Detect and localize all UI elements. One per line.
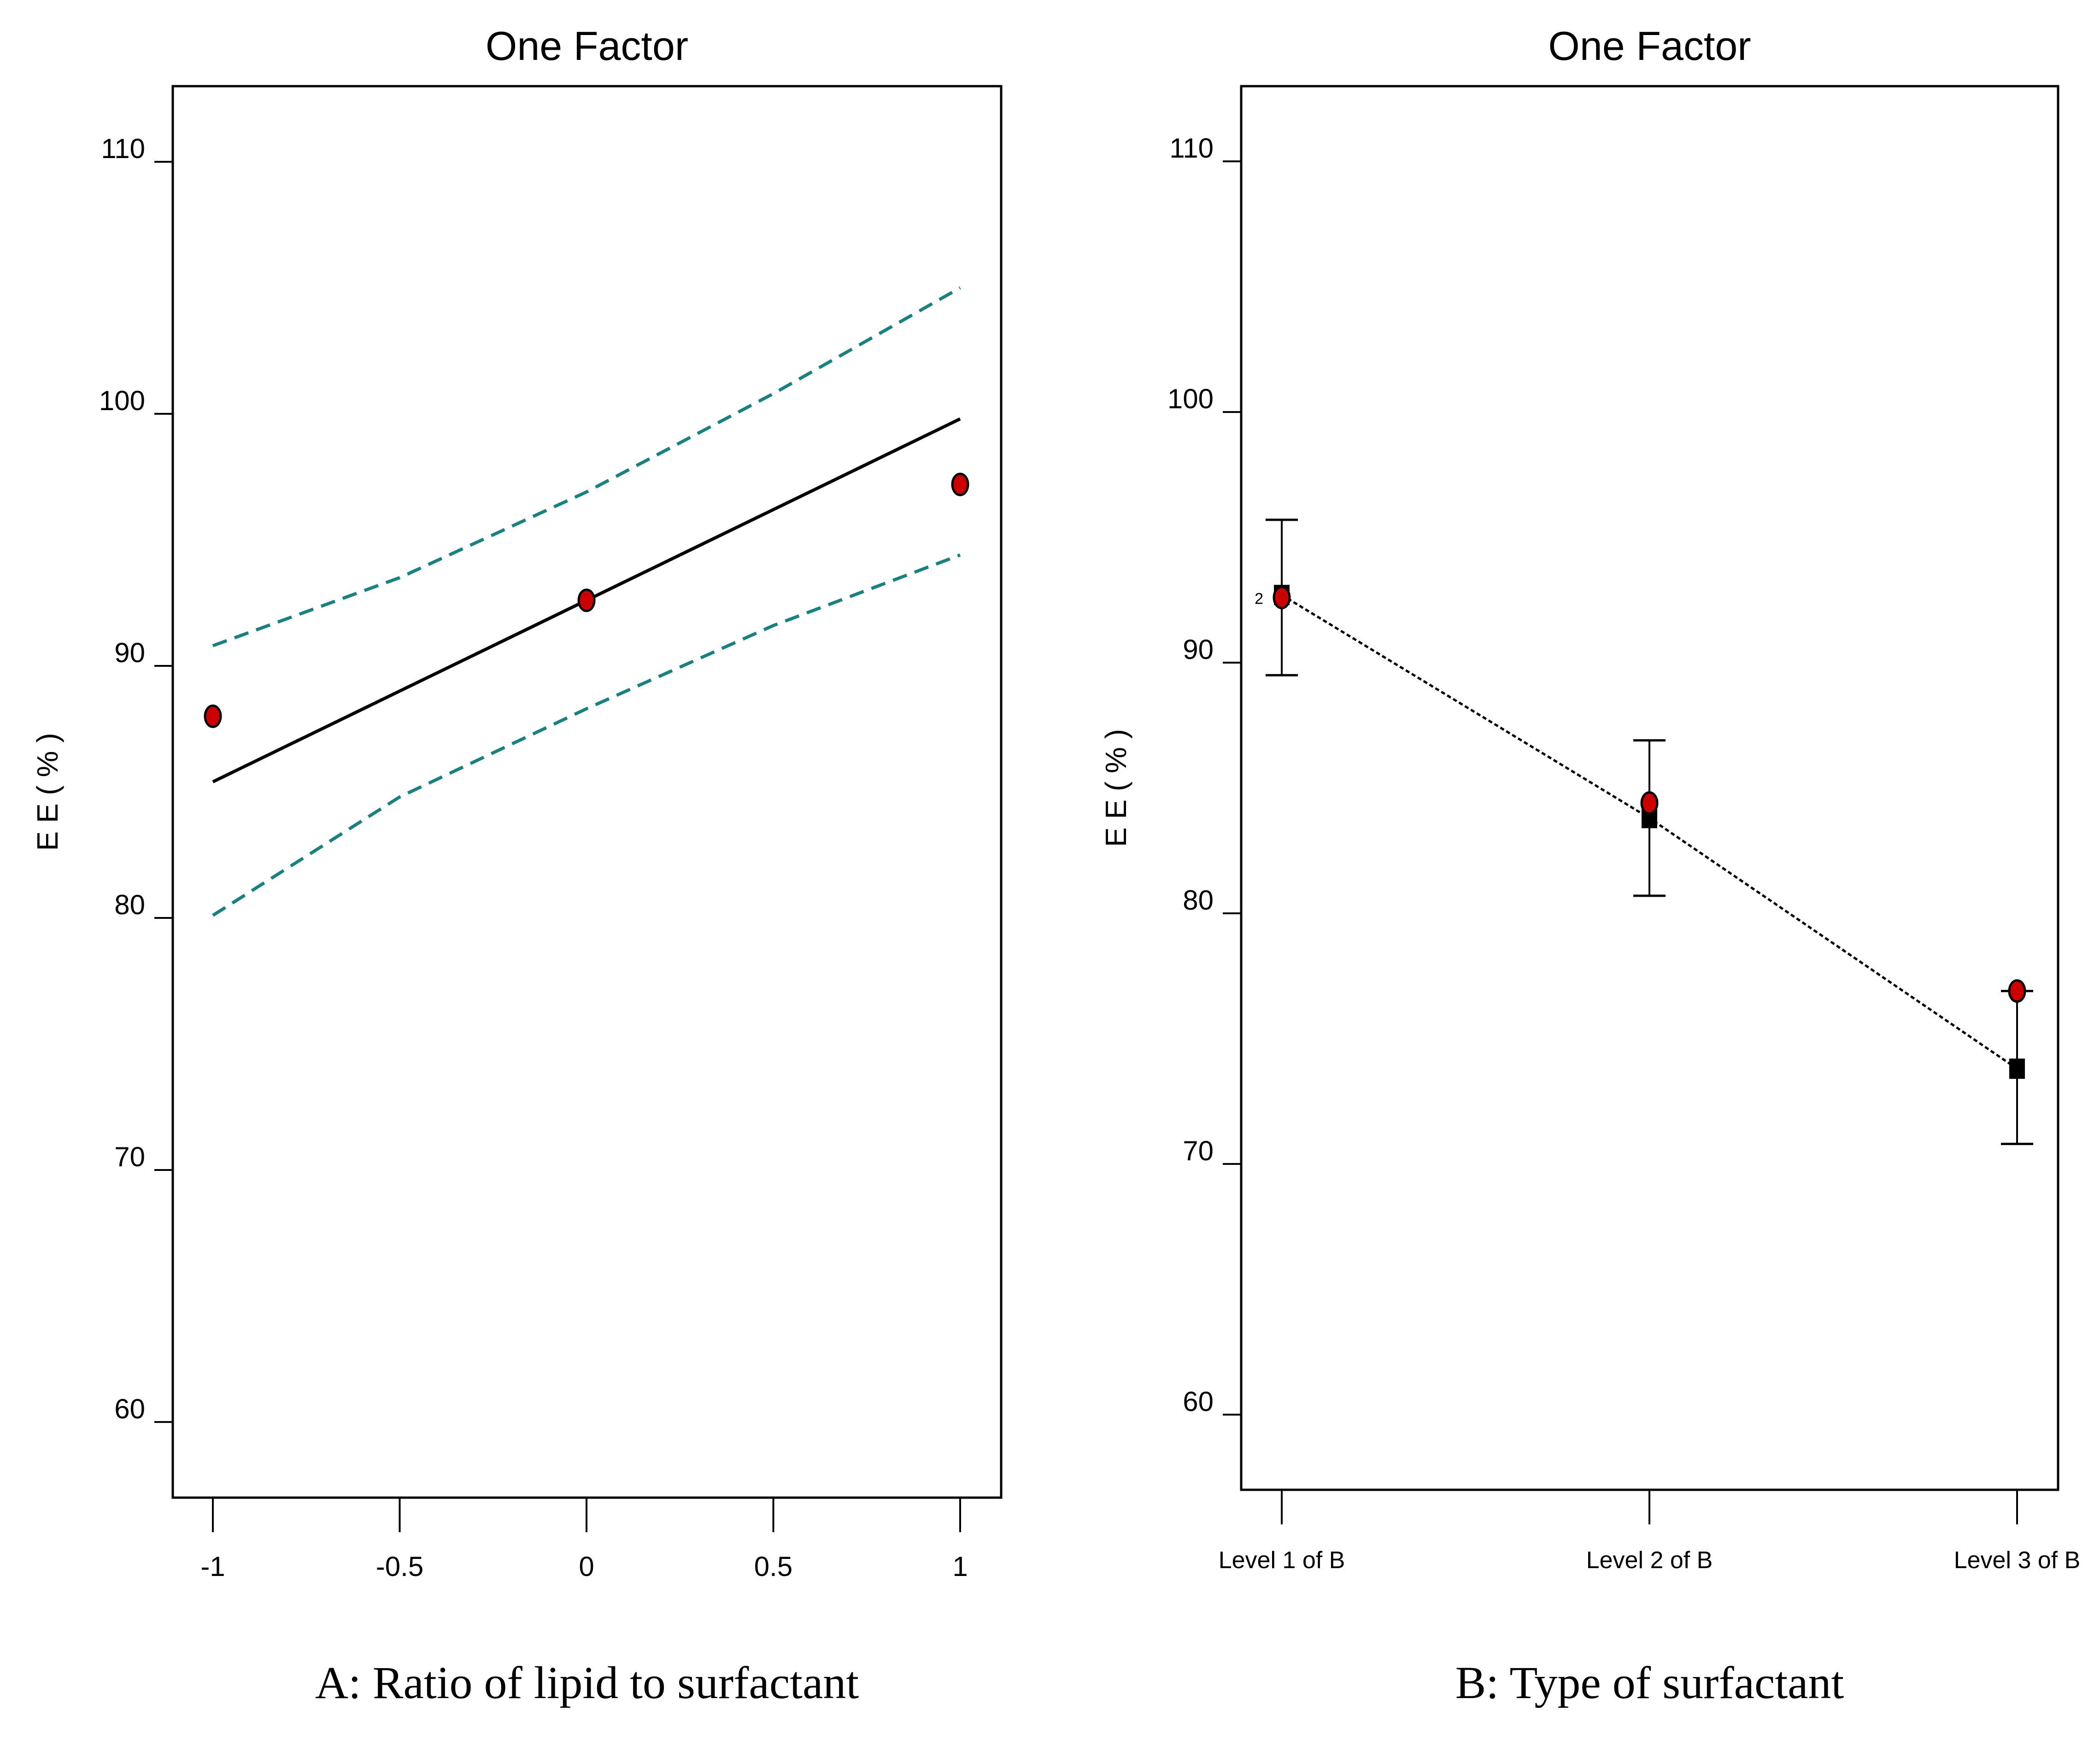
- x-tick-label: 1: [952, 1551, 968, 1582]
- x-category-label: Level 2 of B: [1586, 1547, 1713, 1574]
- y-tick-label: 70: [1183, 1135, 1214, 1166]
- x-category-label: Level 1 of B: [1219, 1547, 1345, 1574]
- chart-title: One Factor: [1548, 23, 1751, 69]
- series-line-2: [212, 553, 961, 917]
- plot-frame: [171, 85, 1003, 1499]
- point-annotation: 2: [1255, 590, 1263, 608]
- y-tick-label: 110: [101, 133, 145, 164]
- y-tick-label: 60: [114, 1393, 145, 1424]
- x-tick-label: 0.5: [754, 1551, 792, 1582]
- data-point: [577, 588, 596, 612]
- predicted-mean-marker: [2009, 1058, 2025, 1079]
- data-point: [951, 472, 969, 496]
- x-tick-label: -1: [200, 1551, 225, 1582]
- data-point: [1273, 586, 1291, 610]
- y-tick-label: 100: [99, 385, 145, 416]
- y-tick-label: 70: [114, 1141, 145, 1172]
- y-axis-title: E E ( % ): [1099, 729, 1132, 847]
- y-tick-label: 90: [114, 637, 145, 668]
- chart-caption: A: Ratio of lipid to surfactant: [315, 1657, 859, 1708]
- chart-title: One Factor: [486, 23, 688, 69]
- data-point: [2008, 979, 2026, 1003]
- y-axis-title: E E ( % ): [31, 733, 64, 851]
- chart-panel-a: One Factor 60 70 80 90 100 110 E E ( % ) -1 -0.5 0…: [31, 23, 1003, 1708]
- data-point: [1640, 791, 1659, 815]
- y-tick-label: 60: [1183, 1386, 1214, 1417]
- series-line-1: [212, 286, 961, 647]
- y-tick-label: 80: [1183, 885, 1214, 916]
- x-category-label: Level 3 of B: [1954, 1547, 2081, 1574]
- chart-panel-b: One Factor 60 70 80 90 100 110 E E ( % ) Level 1…: [1099, 23, 2080, 1708]
- y-tick-label: 110: [1169, 133, 1214, 164]
- y-tick-label: 100: [1167, 383, 1214, 414]
- data-point: [204, 704, 222, 728]
- x-tick-label: 0: [579, 1551, 594, 1582]
- y-tick-label: 80: [114, 889, 145, 920]
- y-tick-label: 90: [1183, 634, 1214, 665]
- x-tick-label: -0.5: [376, 1551, 423, 1582]
- chart-caption: B: Type of surfactant: [1455, 1657, 1844, 1708]
